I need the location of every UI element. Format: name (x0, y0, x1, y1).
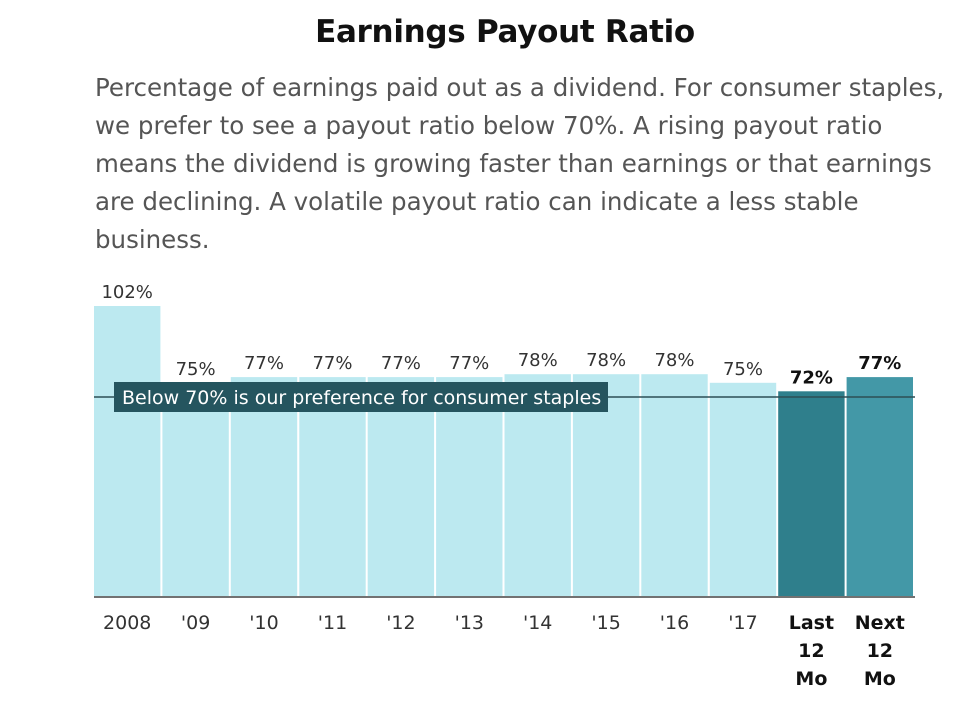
threshold-label-box (114, 382, 608, 412)
value-label-6: 78% (518, 350, 558, 371)
bar-1 (162, 382, 229, 596)
bar-10 (778, 391, 845, 596)
x-tick-label-line: Last (789, 612, 834, 634)
x-tick-label-line: 2008 (103, 612, 151, 634)
x-tick-label-line: 12 (867, 640, 893, 662)
value-label-9: 75% (723, 359, 763, 380)
x-tick-label-line: '15 (591, 612, 620, 634)
x-tick-label-line: '14 (523, 612, 552, 634)
bar-9 (709, 382, 777, 596)
x-tick-label-4: '12 (386, 612, 415, 634)
x-tick-label-1: '09 (181, 612, 210, 634)
x-tick-label-10: Last 12 Mo (789, 612, 834, 690)
value-label-1: 75% (176, 359, 216, 380)
x-tick-label-line: Mo (795, 668, 827, 690)
x-tick-label-0: 2008 (103, 612, 151, 634)
value-label-4: 77% (381, 353, 421, 374)
bar-8 (641, 374, 708, 596)
bar-4 (367, 377, 435, 596)
value-label-5: 77% (449, 353, 489, 374)
value-label-10: 72% (790, 367, 833, 388)
x-tick-label-8: '16 (660, 612, 689, 634)
x-tick-label-7: '15 (591, 612, 620, 634)
x-tick-label-line: '10 (249, 612, 278, 634)
x-tick-label-line: '13 (455, 612, 484, 634)
threshold-label: Below 70% is our preference for consumer… (122, 387, 601, 409)
value-label-0: 102% (101, 282, 152, 303)
x-tick-label-11: Next 12 Mo (855, 612, 905, 690)
bar-11 (846, 377, 913, 596)
bar-0 (94, 306, 161, 596)
x-tick-label-line: '09 (181, 612, 210, 634)
x-tick-label-line: '17 (728, 612, 757, 634)
x-tick-label-line: Next (855, 612, 905, 634)
bar-2 (230, 377, 298, 596)
value-label-8: 78% (654, 350, 694, 371)
x-tick-label-line: '12 (386, 612, 415, 634)
x-tick-label-6: '14 (523, 612, 552, 634)
x-tick-label-line: Mo (864, 668, 896, 690)
x-tick-label-9: '17 (728, 612, 757, 634)
x-tick-label-5: '13 (455, 612, 484, 634)
chart-title: Earnings Payout Ratio (315, 14, 695, 50)
x-tick-label-line: 12 (798, 640, 824, 662)
x-tick-label-2: '10 (249, 612, 278, 634)
value-label-7: 78% (586, 350, 626, 371)
value-label-11: 77% (858, 353, 901, 374)
chart-subtitle: Percentage of earnings paid out as a div… (95, 73, 945, 254)
bar-3 (299, 377, 366, 596)
x-tick-label-line: '11 (318, 612, 347, 634)
bar-5 (436, 377, 503, 596)
x-tick-label-line: '16 (660, 612, 689, 634)
x-tick-label-3: '11 (318, 612, 347, 634)
value-label-2: 77% (244, 353, 284, 374)
value-label-3: 77% (312, 353, 352, 374)
